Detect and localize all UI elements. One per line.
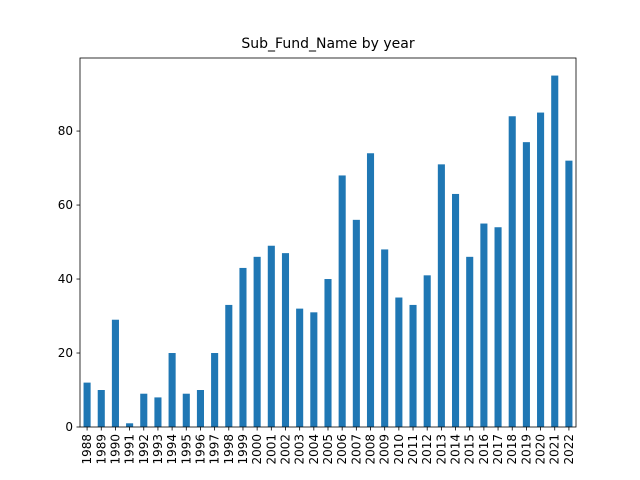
bar-1999 (239, 267, 247, 427)
x-tick-label: 2001 (264, 434, 278, 465)
x-tick-label: 2012 (420, 434, 434, 465)
x-tick-label: 2010 (392, 434, 406, 465)
bar-2000 (253, 256, 261, 427)
x-tick-label: 2011 (406, 434, 420, 465)
x-tick-label: 1994 (165, 434, 179, 465)
x-tick-label: 2006 (335, 434, 349, 465)
x-tick-label: 2004 (307, 434, 321, 465)
x-tick-label: 2021 (548, 434, 562, 465)
bar-2006 (338, 175, 346, 427)
x-tick-label: 2016 (477, 434, 491, 465)
x-tick-label: 1998 (222, 434, 236, 465)
bar-2018 (508, 116, 516, 428)
bar-1991 (126, 423, 134, 427)
x-tick-label: 2020 (534, 434, 548, 465)
x-tick-label: 2013 (434, 434, 448, 465)
x-tick-label: 2022 (562, 434, 576, 465)
bar-2022 (565, 160, 573, 428)
bar-2003 (296, 308, 304, 427)
x-tick-label: 1997 (208, 434, 222, 465)
bar-1997 (211, 353, 219, 427)
x-tick-label: 1991 (123, 434, 137, 465)
bar-2010 (395, 297, 403, 427)
bar-1990 (111, 319, 119, 427)
bar-2008 (366, 153, 375, 427)
x-tick-label: 1996 (193, 434, 207, 465)
x-tick-label: 1992 (137, 434, 151, 465)
bar-1996 (196, 390, 204, 427)
bar-2002 (281, 253, 290, 427)
bar-2009 (381, 249, 389, 427)
bar-2017 (494, 227, 502, 427)
bar-2012 (423, 275, 431, 427)
x-tick-label: 1990 (108, 434, 122, 465)
x-tick-label: 2015 (463, 434, 477, 465)
y-tick-label: 20 (58, 346, 73, 360)
bar-1992 (140, 393, 148, 427)
bar-1994 (168, 353, 176, 427)
x-tick-label: 2007 (349, 434, 363, 465)
x-tick-label: 1989 (94, 434, 108, 465)
bar-1998 (225, 304, 233, 427)
bar-2001 (267, 245, 275, 427)
x-tick-label: 1993 (151, 434, 165, 465)
x-tick-label: 1988 (80, 434, 94, 465)
x-tick-label: 2018 (505, 434, 519, 465)
x-tick-label: 2019 (519, 434, 533, 465)
bar-1993 (154, 397, 162, 427)
x-tick-label: 2002 (278, 434, 292, 465)
bar-2016 (480, 223, 488, 427)
bar-1989 (97, 390, 105, 427)
bar-2007 (352, 219, 360, 427)
bar-2015 (466, 256, 474, 427)
x-tick-label: 2003 (293, 434, 307, 465)
x-tick-label: 1999 (236, 434, 250, 465)
y-tick-label: 60 (58, 198, 73, 212)
bar-2005 (324, 279, 332, 427)
plot-frame (79, 57, 577, 428)
bar-1995 (182, 393, 190, 427)
bar-1988 (83, 382, 91, 427)
y-axis: 0 20 40 60 80 (58, 124, 80, 434)
x-tick-label: 1995 (179, 434, 193, 465)
x-tick-label: 2014 (449, 434, 463, 465)
chart-title: Sub_Fund_Name by year (241, 36, 414, 52)
bars-group (83, 75, 573, 428)
bar-2004 (310, 312, 318, 427)
x-tick-label: 2005 (321, 434, 335, 465)
x-tick-label: 2008 (364, 434, 378, 465)
y-tick-label: 80 (58, 124, 73, 138)
bar-2021 (551, 75, 559, 428)
bar-2013 (437, 164, 445, 427)
x-tick-label: 2000 (250, 434, 264, 465)
bar-2014 (452, 193, 460, 427)
x-tick-label: 2009 (378, 434, 392, 465)
x-axis: 1988 1989 1990 1991 1992 1993 1994 1995 1996 1997… (80, 427, 576, 465)
y-tick-label: 40 (58, 272, 73, 286)
bar-2011 (409, 304, 417, 427)
bar-2019 (522, 142, 530, 427)
bar-2020 (537, 112, 545, 428)
x-tick-label: 2017 (491, 434, 505, 465)
y-tick-label: 0 (65, 420, 73, 434)
